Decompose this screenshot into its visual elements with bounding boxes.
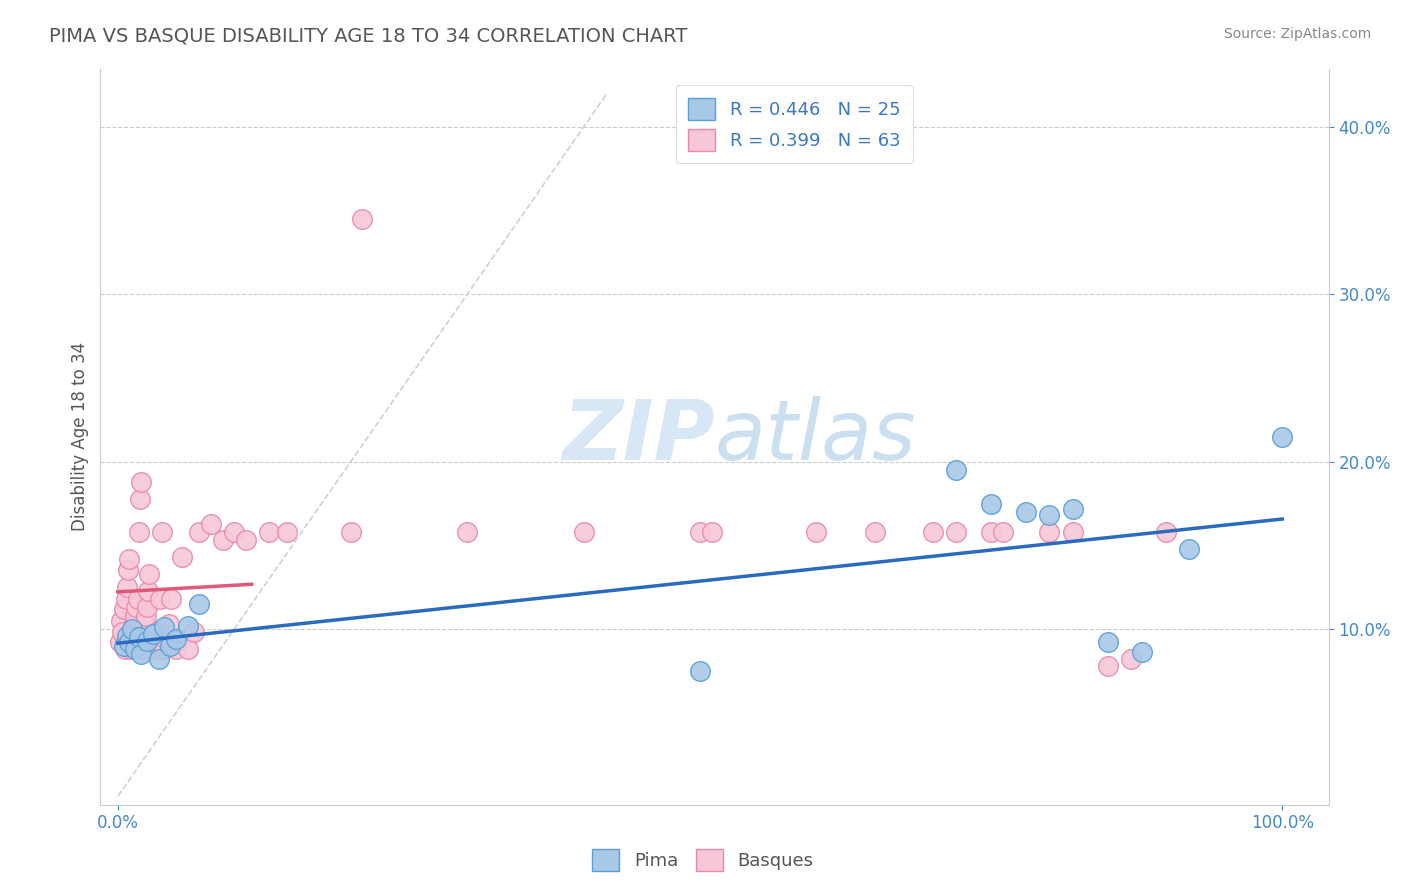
- Point: [122, 627, 145, 641]
- Point: [165, 632, 187, 646]
- Point: [150, 524, 173, 539]
- Text: atlas: atlas: [714, 396, 917, 477]
- Point: [156, 633, 179, 648]
- Point: [131, 642, 153, 657]
- Point: [170, 550, 193, 565]
- Point: [146, 625, 169, 640]
- Point: [188, 597, 211, 611]
- Point: [1097, 635, 1119, 649]
- Point: [211, 533, 233, 548]
- Point: [115, 629, 138, 643]
- Point: [143, 633, 166, 648]
- Point: [1038, 508, 1060, 523]
- Point: [135, 633, 157, 648]
- Point: [136, 583, 159, 598]
- Point: [135, 600, 157, 615]
- Point: [276, 524, 298, 539]
- Point: [991, 524, 1014, 539]
- Point: [153, 620, 176, 634]
- Point: [176, 642, 198, 657]
- Point: [111, 625, 134, 640]
- Point: [456, 524, 478, 539]
- Point: [700, 524, 723, 539]
- Point: [167, 633, 190, 648]
- Point: [863, 524, 886, 539]
- Point: [1097, 658, 1119, 673]
- Point: [176, 618, 198, 632]
- Point: [165, 642, 187, 657]
- Point: [945, 524, 967, 539]
- Point: [127, 591, 149, 606]
- Point: [112, 602, 135, 616]
- Point: [339, 524, 361, 539]
- Point: [257, 524, 280, 539]
- Point: [1015, 505, 1038, 519]
- Point: [1062, 501, 1084, 516]
- Point: [1178, 541, 1201, 556]
- Point: [124, 608, 146, 623]
- Point: [922, 524, 945, 539]
- Point: [153, 642, 176, 657]
- Point: [138, 566, 160, 581]
- Point: [124, 642, 146, 657]
- Point: [1062, 524, 1084, 539]
- Point: [148, 652, 170, 666]
- Point: [224, 524, 246, 539]
- Point: [121, 622, 143, 636]
- Point: [945, 463, 967, 477]
- Point: [149, 591, 172, 606]
- Point: [235, 533, 257, 548]
- Point: [129, 491, 152, 506]
- Point: [183, 625, 205, 640]
- Point: [128, 524, 150, 539]
- Point: [112, 639, 135, 653]
- Point: [806, 524, 828, 539]
- Point: [122, 617, 145, 632]
- Point: [115, 591, 138, 606]
- Point: [1271, 429, 1294, 443]
- Point: [121, 633, 143, 648]
- Text: Source: ZipAtlas.com: Source: ZipAtlas.com: [1223, 27, 1371, 41]
- Point: [118, 635, 141, 649]
- Point: [188, 524, 211, 539]
- Point: [125, 600, 148, 615]
- Point: [134, 617, 156, 632]
- Point: [129, 475, 152, 489]
- Legend: Pima, Basques: Pima, Basques: [585, 842, 821, 879]
- Point: [157, 617, 180, 632]
- Point: [108, 635, 131, 649]
- Point: [980, 496, 1002, 510]
- Point: [120, 642, 142, 657]
- Point: [135, 608, 157, 623]
- Point: [110, 614, 132, 628]
- Point: [129, 647, 152, 661]
- Point: [352, 212, 374, 227]
- Point: [115, 580, 138, 594]
- Point: [200, 516, 222, 531]
- Point: [142, 642, 165, 657]
- Y-axis label: Disability Age 18 to 34: Disability Age 18 to 34: [72, 342, 89, 531]
- Point: [1154, 524, 1177, 539]
- Point: [160, 591, 183, 606]
- Point: [980, 524, 1002, 539]
- Point: [1119, 652, 1142, 666]
- Point: [114, 642, 136, 657]
- Text: PIMA VS BASQUE DISABILITY AGE 18 TO 34 CORRELATION CHART: PIMA VS BASQUE DISABILITY AGE 18 TO 34 C…: [49, 27, 688, 45]
- Point: [1132, 645, 1154, 659]
- Point: [118, 551, 141, 566]
- Point: [128, 631, 150, 645]
- Point: [142, 627, 165, 641]
- Point: [1038, 524, 1060, 539]
- Point: [132, 633, 155, 648]
- Point: [572, 524, 595, 539]
- Point: [689, 524, 711, 539]
- Point: [689, 664, 711, 678]
- Point: [117, 564, 139, 578]
- Point: [159, 639, 181, 653]
- Text: ZIP: ZIP: [562, 396, 714, 477]
- Legend: R = 0.446   N = 25, R = 0.399   N = 63: R = 0.446 N = 25, R = 0.399 N = 63: [676, 85, 912, 163]
